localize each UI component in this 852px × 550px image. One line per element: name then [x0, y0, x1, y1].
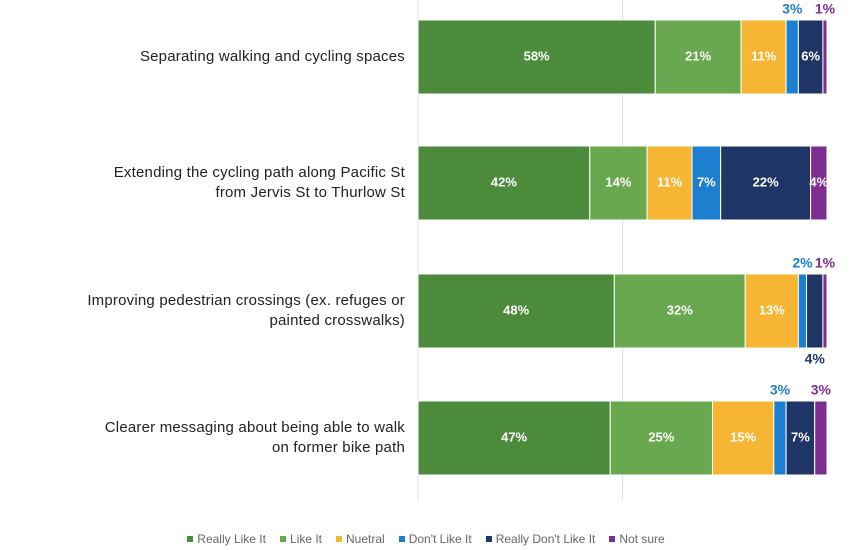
bar-segment	[797, 273, 808, 349]
category-label: Separating walking and cycling spaces	[139, 48, 405, 65]
category-label: Extending the cycling path along Pacific…	[113, 164, 405, 201]
data-label: 4%	[805, 351, 826, 367]
bar-segment	[613, 273, 746, 349]
bar-segment	[589, 145, 648, 221]
bar-segment	[417, 19, 656, 95]
data-label: 14%	[605, 174, 631, 189]
bar-segment	[810, 145, 828, 221]
bar-segment	[822, 19, 828, 95]
data-label: 4%	[809, 174, 828, 189]
legend-label: Really Don't Like It	[495, 532, 596, 546]
legend-item: Really Don't Like It	[485, 532, 596, 546]
legend-swatch	[398, 536, 405, 542]
data-label: 13%	[759, 302, 785, 317]
data-label: 2%	[792, 255, 813, 271]
data-label: 6%	[801, 48, 820, 63]
data-label: 58%	[524, 48, 550, 63]
data-label: 1%	[815, 1, 836, 17]
data-label: 1%	[815, 255, 836, 271]
bar-segment	[806, 273, 824, 349]
legend-label: Don't Like It	[408, 532, 472, 546]
legend-swatch	[187, 536, 194, 542]
data-label: 47%	[501, 429, 527, 444]
data-label: 3%	[811, 382, 832, 398]
data-label: 42%	[491, 174, 517, 189]
legend-label: Nuetral	[346, 532, 385, 546]
data-label: 22%	[753, 174, 779, 189]
data-label: 11%	[657, 174, 683, 189]
bar-segment	[773, 400, 787, 476]
legend-item: Not sure	[609, 532, 665, 546]
data-label: 3%	[782, 1, 803, 17]
bar-segment	[711, 400, 775, 476]
legend-label: Not sure	[619, 532, 665, 546]
bar-segment	[822, 273, 828, 349]
legend-label: Really Like It	[197, 532, 266, 546]
legend-item: Nuetral	[336, 532, 385, 546]
data-label: 11%	[751, 48, 777, 63]
legend-swatch	[336, 536, 342, 542]
data-label: 7%	[791, 429, 810, 444]
bar-segment	[785, 400, 816, 476]
legend-item: Like It	[279, 532, 322, 546]
legend-swatch	[609, 536, 616, 542]
data-label: 15%	[730, 429, 756, 444]
data-label: 7%	[697, 174, 716, 189]
data-label: 25%	[648, 429, 674, 444]
legend-swatch	[485, 536, 492, 542]
bar-segment	[720, 145, 812, 221]
legend-swatch	[279, 536, 286, 542]
bar-segment	[609, 400, 713, 476]
bar-segment	[417, 273, 615, 349]
bar-segment	[814, 400, 828, 476]
bar-segment	[646, 145, 693, 221]
bar-segment	[740, 19, 787, 95]
bar-segment	[417, 400, 611, 476]
data-label: 32%	[667, 302, 693, 317]
category-label: Clearer messaging about being able to wa…	[104, 419, 405, 456]
data-label: 3%	[770, 382, 791, 398]
legend-label: Like It	[289, 532, 322, 546]
data-label: 48%	[503, 302, 529, 317]
bar-segment	[785, 19, 799, 95]
bar-segment	[654, 19, 742, 95]
category-label: Improving pedestrian crossings (ex. refu…	[87, 292, 405, 329]
legend-item: Don't Like It	[398, 532, 472, 546]
legend: Really Like It Like It Nuetral Don't Like I…	[0, 532, 852, 546]
data-label: 21%	[685, 48, 711, 63]
legend-item: Really Like It	[187, 532, 266, 546]
bar-segment	[797, 19, 824, 95]
bar-segment	[691, 145, 722, 221]
